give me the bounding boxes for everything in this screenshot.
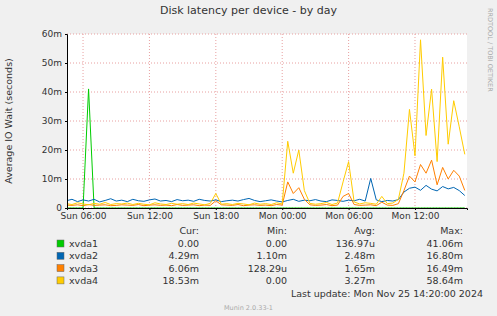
grid-line [215,34,216,208]
legend-stat: 0.00 [266,238,287,249]
legend-stat: 1.65m [345,263,375,274]
series-group [67,40,465,208]
x-tick-mark [282,208,283,210]
y-tick: 0 [56,203,67,213]
x-tick-label: Mon 00:00 [259,211,307,221]
x-tick: Sun 12:00 [127,208,173,221]
y-tick-label: 60m [42,29,62,39]
x-tick-label: Mon 06:00 [325,211,373,221]
legend-header: Max: [440,225,463,236]
x-tick-label: Sun 06:00 [61,211,107,221]
grid-line [67,34,467,35]
legend-header: Cur: [179,225,199,236]
legend-swatch [57,265,64,272]
y-tick-label: 30m [42,116,62,126]
y-tick-label: 0 [56,203,62,213]
x-tick: Sun 18:00 [193,208,239,221]
x-tick: Mon 12:00 [392,208,440,221]
legend-stat: 0.00 [266,275,287,286]
legend-label: xvda3 [69,263,98,274]
legend-stat: 0.00 [178,238,199,249]
legend-stat: 18.53m [163,275,199,286]
y-axis-title: Average IO Wait (seconds) [3,58,14,184]
plot-area [67,34,467,208]
legend-stat: 58.64m [427,275,463,286]
grid-line [67,92,467,93]
grid-line [348,34,349,208]
y-tick-mark [65,179,67,180]
y-tick: 30m [42,116,67,126]
grid [67,34,467,208]
grid-line [67,63,467,64]
grid-line [67,121,467,122]
y-tick-mark [65,63,67,64]
y-tick-mark [65,34,67,35]
series-line [67,89,465,208]
legend-stat: 128.29u [248,263,287,274]
legend-label: xvda2 [69,250,98,261]
x-tick: Mon 06:00 [325,208,373,221]
x-tick-label: Sun 18:00 [193,211,239,221]
y-tick-label: 40m [42,87,62,97]
x-tick-mark [349,208,350,210]
legend-header: Min: [267,225,287,236]
legend-swatch [57,240,64,247]
y-tick: 20m [42,145,67,155]
background [0,0,497,316]
grid-line [282,34,283,208]
legend-stat: 3.27m [345,275,375,286]
grid-line [149,34,150,208]
x-tick-label: Sun 12:00 [127,211,173,221]
x-axis: Sun 06:00 Sun 12:00 Sun 18:00 Mon 00:00 Mon … [61,208,468,221]
legend-stat: 1.10m [257,250,287,261]
x-axis-line [68,209,468,211]
legend-header: Avg: [354,225,375,236]
legend-stat: 4.29m [169,250,199,261]
legend-stat: 2.48m [345,250,375,261]
y-tick-mark [65,121,67,122]
credit: Munin 2.0.33-1 [224,304,273,312]
y-tick-label: 20m [42,145,62,155]
series-line [67,178,465,201]
y-tick-label: 50m [42,58,62,68]
y-tick: 60m [42,29,67,39]
y-axis: 0 10m 20m 30m 40m 50m 60m [42,29,68,213]
x-tick: Sun 06:00 [61,208,107,221]
series-line [67,40,465,205]
x-tick-mark [149,208,150,210]
y-axis-line [65,35,68,209]
series-line [67,160,465,206]
side-text: RRDTOOL / TOBI OETIKER [486,8,494,92]
x-tick: Mon 00:00 [259,208,307,221]
y-tick-mark [65,208,67,209]
grid-line [67,150,467,151]
legend-stat: 136.97u [336,238,375,249]
legend-label: xvda4 [69,275,98,286]
x-tick-mark [415,208,416,210]
y-tick-mark [65,150,67,151]
y-tick-label: 10m [42,174,62,184]
legend-stat: 16.80m [427,250,463,261]
grid-line [67,179,467,180]
legend-label: xvda1 [69,238,98,249]
legend-stat: 6.06m [169,263,199,274]
x-tick-label: Mon 12:00 [392,211,440,221]
y-tick: 10m [42,174,67,184]
y-tick: 40m [42,87,67,97]
title: Disk latency per device - by day [160,4,338,17]
legend-swatch [57,277,64,284]
x-tick-mark [216,208,217,210]
legend-stat: 41.06m [427,238,463,249]
chart: Sun 06:00 Sun 12:00 Sun 18:00 Mon 00:00 Mon … [0,0,497,316]
legend: Cur: Min: Avg: Max: xvda1 0.00 0.00 136.97u 41.0… [57,225,463,286]
y-tick-mark [65,92,67,93]
legend-swatch [57,252,64,259]
footer: Last update: Mon Nov 25 14:20:00 2024 [291,288,483,299]
x-tick-mark [83,208,84,210]
legend-stat: 16.49m [427,263,463,274]
y-tick: 50m [42,58,67,68]
